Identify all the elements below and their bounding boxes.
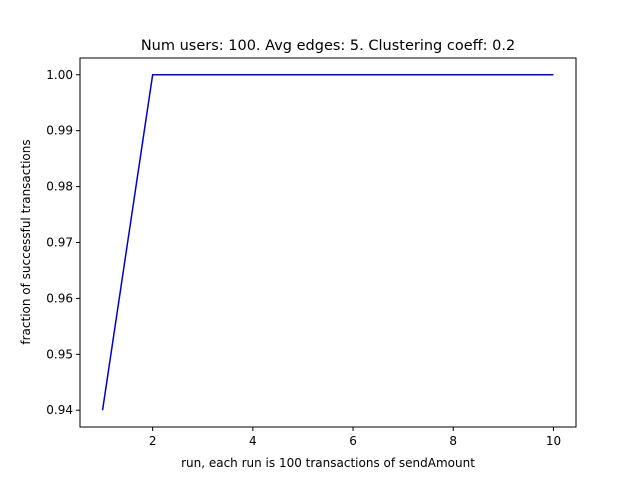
x-tick-label: 6: [349, 434, 357, 448]
plot-area: [79, 57, 577, 428]
y-tick-label: 0.94: [46, 403, 73, 417]
x-tick-label: 8: [449, 434, 457, 448]
x-tick-label: 2: [149, 434, 157, 448]
y-axis-label: fraction of successful transactions: [19, 139, 33, 344]
y-tick-label: 0.96: [46, 291, 73, 305]
x-tick-label: 4: [249, 434, 257, 448]
y-tick-label: 1.00: [46, 68, 73, 82]
y-tick-label: 0.95: [46, 347, 73, 361]
series-line-1: [101, 74, 554, 411]
x-axis: 2 4 6 8 10: [149, 427, 561, 448]
y-axis: 0.94 0.95 0.96 0.97 0.98 0.99 1.00: [46, 68, 80, 417]
y-tick-label: 0.99: [46, 124, 73, 138]
x-tick-label: 10: [546, 434, 561, 448]
chart-title: Num users: 100. Avg edges: 5. Clustering…: [141, 38, 515, 54]
y-tick-label: 0.97: [46, 236, 73, 250]
x-axis-label: run, each run is 100 transactions of sen…: [181, 456, 475, 470]
axes-frame: [79, 57, 577, 428]
y-tick-label: 0.98: [46, 180, 73, 194]
